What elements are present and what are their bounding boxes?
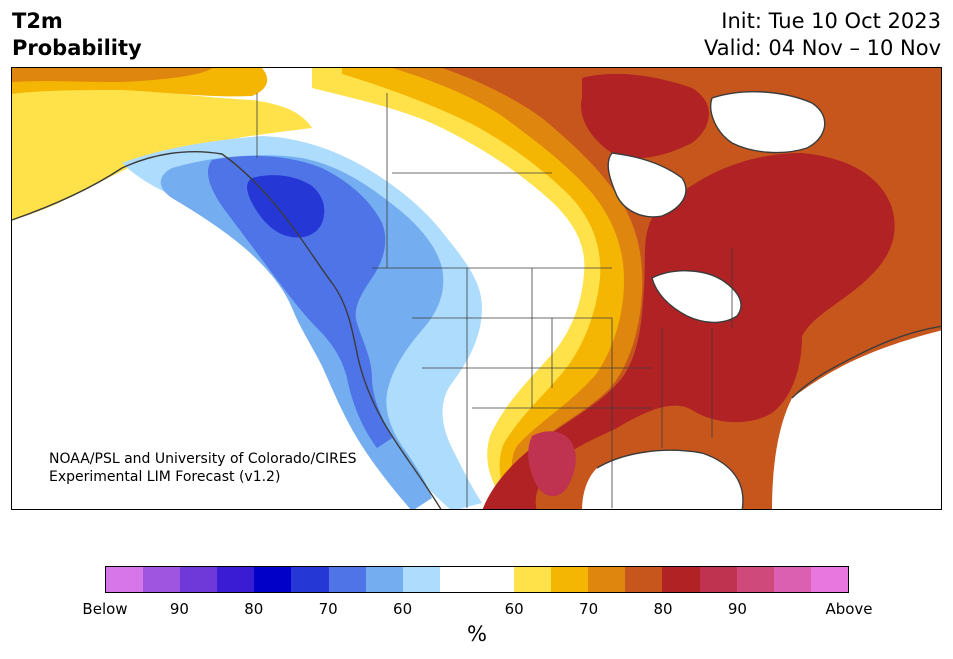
colorbar-segment [439, 567, 477, 592]
colorbar-segment [328, 567, 366, 592]
colorbar-segment [588, 567, 626, 592]
colorbar-tick-label: Below [82, 600, 128, 618]
colorbar-segment [699, 567, 737, 592]
colorbar-tick-label: 80 [653, 600, 673, 618]
colorbar-segment [106, 567, 144, 592]
colorbar-segment [810, 567, 848, 592]
map-canvas [12, 68, 941, 509]
measure-label: Probability [12, 36, 142, 60]
credit-text: NOAA/PSL and University of Colorado/CIRE… [49, 450, 357, 486]
colorbar-tick-label: 70 [318, 600, 338, 618]
cool-70-west [207, 155, 392, 448]
map-title: T2m Probability [12, 8, 142, 62]
variable-label: T2m [12, 9, 63, 33]
warm-85-texas [528, 431, 576, 497]
colorbar-segment [402, 567, 440, 592]
colorbar-tick-label: 90 [727, 600, 747, 618]
colorbar-segment [291, 567, 329, 592]
colorbar-segment [551, 567, 589, 592]
colorbar-segment [514, 567, 552, 592]
colorbar-segment [365, 567, 403, 592]
great-lakes [652, 270, 742, 323]
colorbar-segment [773, 567, 811, 592]
gulf-of-mexico [582, 450, 743, 509]
credit-line-2: Experimental LIM Forecast (v1.2) [49, 469, 281, 485]
colorbar-segment [736, 567, 774, 592]
colorbar-segment [625, 567, 663, 592]
colorbar-segment [180, 567, 218, 592]
warm-80-northeast [482, 153, 895, 509]
credit-line-1: NOAA/PSL and University of Colorado/CIRE… [49, 451, 357, 467]
political-boundaries [256, 93, 733, 508]
colorbar-segment [476, 567, 515, 592]
valid-range: Valid: 04 Nov – 10 Nov [704, 36, 941, 60]
colorbar-tick-label: 70 [579, 600, 599, 618]
colorbar [105, 566, 849, 593]
colorbar-tick-label: 60 [504, 600, 524, 618]
colorbar-segment [143, 567, 181, 592]
colorbar-tick-label: Above [825, 600, 873, 618]
colorbar-unit: % [467, 622, 487, 646]
warm-70-alaska [12, 68, 212, 82]
colorbar-segment [662, 567, 700, 592]
pacific-ocean [12, 216, 312, 509]
init-date: Init: Tue 10 Oct 2023 [721, 9, 941, 33]
forecast-dates: Init: Tue 10 Oct 2023 Valid: 04 Nov – 10… [704, 8, 941, 62]
cool-75-west [247, 175, 325, 238]
colorbar-tick-label: 60 [393, 600, 413, 618]
colorbar-segment [217, 567, 255, 592]
warm-80-labrador [581, 73, 709, 159]
arctic-water [710, 91, 825, 153]
colorbar-tick-label: 90 [169, 600, 189, 618]
atlantic-ocean [772, 330, 941, 509]
probability-map [11, 67, 942, 510]
coastlines [12, 91, 941, 509]
colorbar-tick-label: 80 [244, 600, 264, 618]
colorbar-segment [254, 567, 292, 592]
